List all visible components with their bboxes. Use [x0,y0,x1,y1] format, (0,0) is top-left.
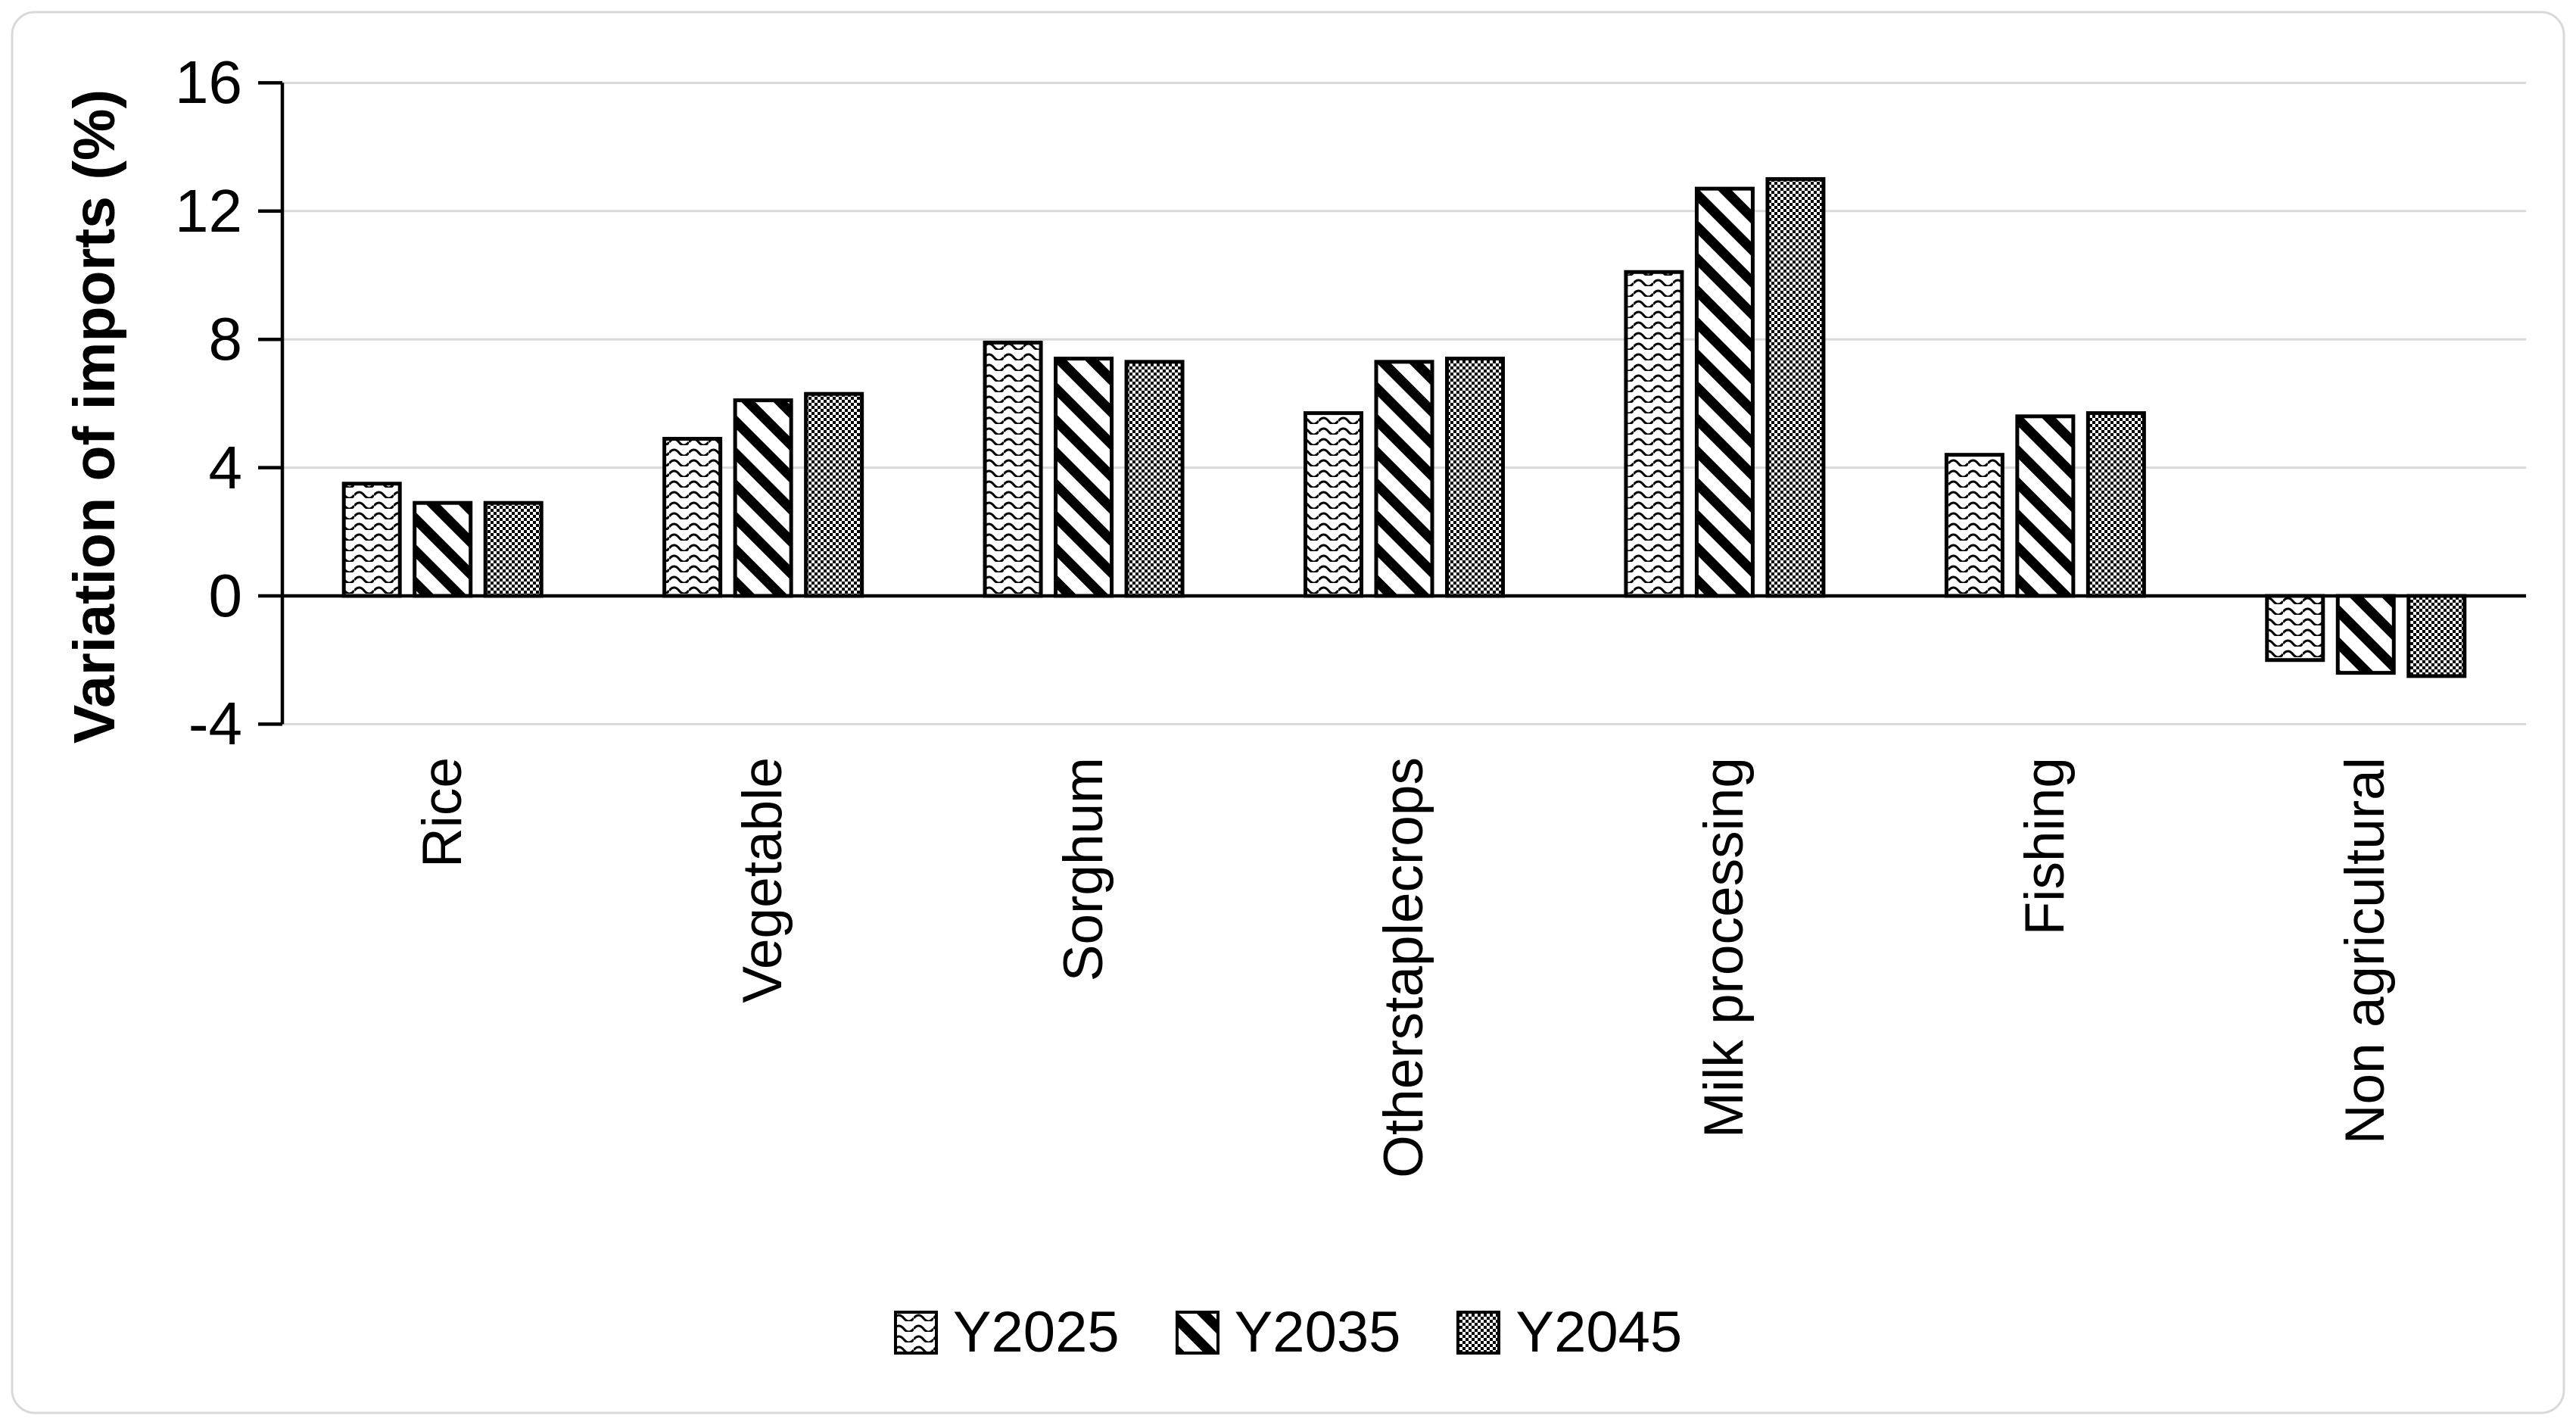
bar [1304,411,1363,598]
bar [2406,594,2467,678]
bar [1445,357,1505,598]
bar [413,500,473,598]
bar [662,436,723,598]
legend-label: Y2045 [1515,1300,1683,1364]
wave-swatch-icon [893,1311,938,1355]
bar [1374,360,1434,598]
category-label: Rice [411,757,473,868]
bar [983,340,1043,598]
diagonal-stripes-swatch-icon [1175,1311,1219,1355]
category-label: Fishing [2014,757,2076,936]
legend-item-y2045: Y2045 [1456,1300,1682,1365]
legend: Y2025 Y2035 Y2045 [0,1296,2576,1369]
legend-label: Y2035 [1234,1300,1401,1364]
bar [1944,453,2004,598]
bar [1624,270,1684,598]
y-tick-label: 4 [208,433,243,501]
y-tick-label: 8 [208,305,243,373]
gridlines [282,81,2526,725]
bar [733,398,793,598]
category-label: Non agricultural [2335,757,2397,1145]
bar [1054,357,1114,598]
y-tick-label: 0 [208,562,243,629]
legend-swatch-rect [1456,1311,1501,1355]
category-label: Otherstaplecrops [1373,757,1434,1178]
y-tick-label: -4 [188,690,242,758]
bar [804,391,864,598]
bar [2335,594,2396,675]
bar [1765,176,1826,598]
category-label: Milk processing [1693,757,1755,1139]
bar [2265,594,2325,663]
bar-series-group [341,176,2467,678]
bar [341,482,402,598]
legend-item-y2035: Y2035 [1175,1300,1401,1365]
y-tick-label: 16 [175,48,242,117]
axes [258,81,2526,726]
category-label: Sorghum [1052,757,1114,982]
figure-border [11,11,2565,1414]
category-label: Vegetable [732,757,794,1003]
bar [1694,186,1755,598]
legend-item-y2025: Y2025 [893,1300,1120,1365]
bar [2085,411,2146,598]
legend-swatch-rect [1175,1311,1219,1355]
bar [1124,360,1185,598]
legend-swatch-rect [893,1311,938,1355]
bar [2015,414,2076,598]
bar [483,500,544,598]
legend-label: Y2025 [952,1300,1120,1364]
checkerboard-swatch-icon [1456,1311,1501,1355]
y-tick-label: 12 [175,176,242,245]
